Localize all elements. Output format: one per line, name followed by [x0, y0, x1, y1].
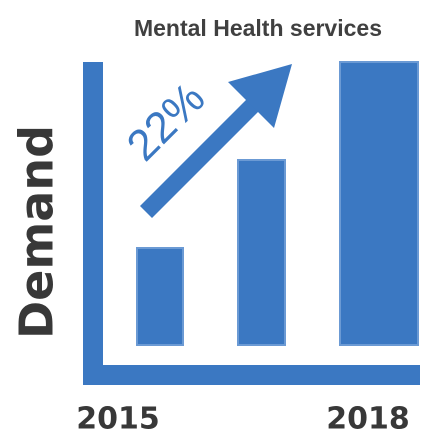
axis-label: Demand — [10, 125, 64, 339]
end-year: 2018 — [326, 402, 410, 437]
horizontal-axis — [83, 365, 420, 385]
bar-small — [136, 247, 184, 346]
arrow-shaft — [139, 89, 269, 219]
vertical-axis — [83, 62, 103, 385]
arrow-head — [228, 64, 292, 128]
start-year: 2015 — [76, 402, 160, 437]
bar-medium — [237, 159, 286, 346]
bar-large — [339, 61, 419, 346]
title: Mental Health services — [134, 15, 382, 41]
